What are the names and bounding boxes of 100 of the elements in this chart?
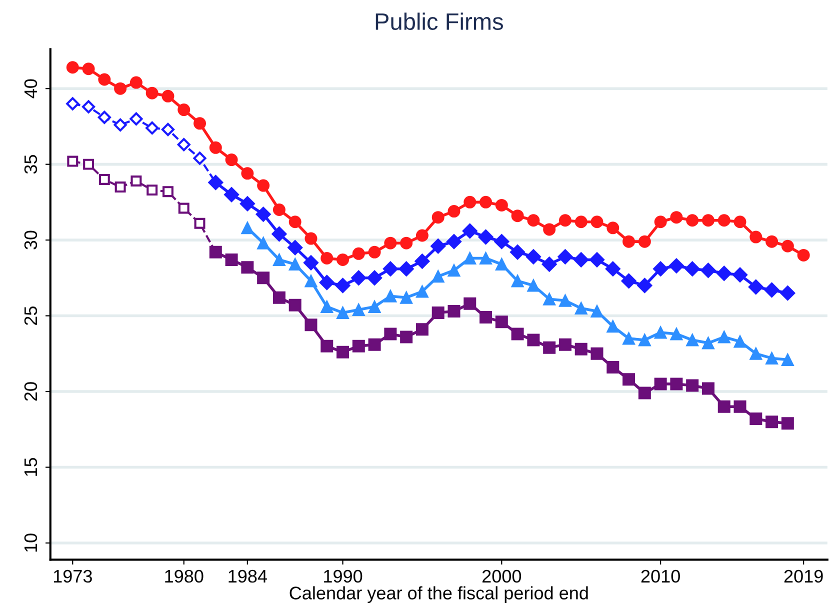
point [320,340,334,352]
point [542,256,557,272]
point [750,230,762,244]
point [527,214,540,227]
point [98,110,111,124]
y-tick-label: 10 [24,534,38,552]
point [225,154,238,166]
point [637,278,652,294]
point [257,179,270,192]
point [241,167,254,180]
point [606,320,620,333]
point [416,229,428,242]
point [526,249,542,264]
point [605,261,620,276]
point [225,253,238,266]
point [162,90,174,102]
y-tick-label: 15 [24,458,38,476]
point [400,291,413,304]
point [543,292,556,306]
point [130,112,143,126]
point [432,306,444,320]
point [543,223,556,236]
point [194,117,206,130]
point [558,214,572,227]
point [670,328,683,340]
point [336,253,350,266]
point [766,416,778,428]
point [574,342,588,356]
point [384,328,397,340]
point [511,328,524,340]
point [558,338,572,351]
point [654,326,667,339]
point [480,311,492,324]
point [781,353,794,366]
point [480,196,492,208]
point [288,216,302,228]
point [590,216,604,228]
x-tick-label: 1973 [54,570,92,583]
point [272,291,286,304]
point [416,285,428,298]
point [766,235,778,248]
point [606,222,620,234]
point [654,216,667,228]
point [240,196,255,212]
point [224,187,240,202]
point [654,378,667,390]
point [748,279,764,295]
point [606,361,620,374]
point [495,316,508,328]
y-tick-label: 25 [24,306,38,325]
point [256,206,271,222]
point [464,297,476,310]
point [797,248,810,262]
point [398,261,414,276]
point [574,252,589,268]
point [574,302,588,314]
point [734,400,746,413]
point [702,214,714,227]
point [734,335,746,348]
point [416,323,428,336]
point [304,274,318,288]
point [272,226,287,242]
point [352,247,365,260]
point [336,346,350,358]
point [288,258,302,271]
point [462,223,478,239]
point [400,330,413,344]
point [114,82,127,95]
point [590,304,604,318]
point [589,252,605,268]
point [336,306,350,320]
point [130,175,142,186]
point [304,318,318,332]
point [684,261,700,276]
point [384,236,397,250]
x-tick-label: 1990 [324,570,362,583]
y-tick-label: 30 [24,230,38,250]
point [702,382,714,395]
point [764,282,780,298]
point [446,234,462,250]
point [352,340,365,352]
point [480,252,492,264]
point [114,182,126,193]
x-tick-label: 1984 [228,570,267,583]
point [781,240,794,252]
point [718,214,730,227]
point [177,138,190,152]
point [543,341,556,354]
point [464,196,476,208]
point [67,156,78,167]
point [146,121,159,135]
point [702,336,714,350]
point [414,254,430,269]
point [257,272,270,284]
point [734,216,746,228]
point [288,240,303,256]
point [320,252,334,264]
point [574,216,588,228]
point [716,266,732,281]
point [304,232,318,245]
